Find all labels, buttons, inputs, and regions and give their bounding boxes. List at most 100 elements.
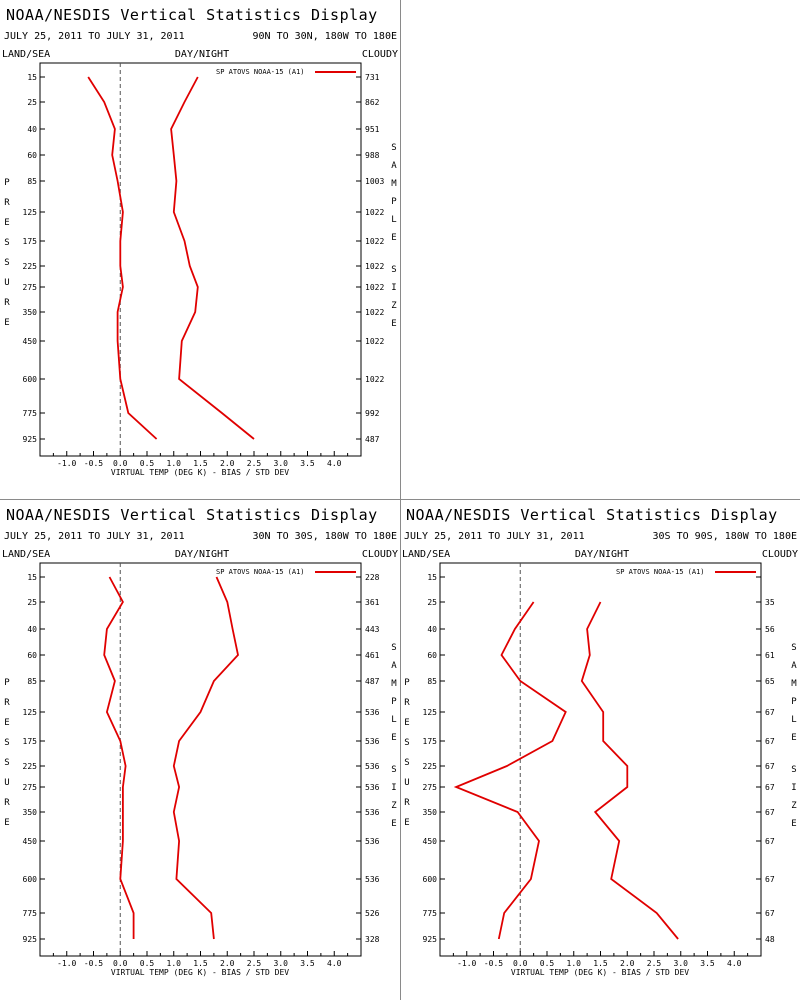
- legend-label: SP ATOVS NOAA-15 (A1): [216, 68, 305, 76]
- pressure-axis-letter: E: [4, 718, 9, 728]
- cloudy-label: CLOUDY: [362, 49, 398, 60]
- sample-size-label: 526: [365, 909, 380, 918]
- pressure-axis-letter: E: [404, 718, 409, 728]
- pressure-label: 225: [23, 262, 38, 271]
- x-tick-label: 0.0: [113, 459, 128, 468]
- x-tick-label: -0.5: [84, 959, 103, 968]
- pressure-label: 60: [27, 151, 37, 160]
- x-tick-label: 4.0: [327, 959, 342, 968]
- pressure-label: 15: [427, 573, 437, 582]
- pressure-label: 925: [23, 435, 38, 444]
- sample-size-label: 67: [765, 708, 775, 717]
- sample-size-label: 1022: [365, 262, 384, 271]
- sample-size-label: 1022: [365, 283, 384, 292]
- sample-axis-letter: S: [391, 765, 396, 775]
- pressure-axis-letter: P: [404, 678, 410, 688]
- pressure-axis-letter: E: [4, 218, 9, 228]
- x-tick-label: 0.5: [140, 459, 155, 468]
- sample-axis-letter: I: [391, 783, 396, 793]
- sample-axis-letter: L: [391, 215, 396, 225]
- pressure-label: 350: [23, 308, 38, 317]
- sample-axis-letter: I: [791, 783, 796, 793]
- pressure-axis-letter: R: [404, 698, 410, 708]
- pressure-axis-letter: S: [4, 758, 9, 768]
- date-range: JULY 25, 2011 TO JULY 31, 2011: [4, 531, 185, 542]
- sample-size-label: 228: [365, 573, 380, 582]
- sample-axis-letter: S: [391, 643, 396, 653]
- pressure-axis-letter: S: [4, 738, 9, 748]
- x-axis-label: VIRTUAL TEMP (DEG K) - BIAS / STD DEV: [111, 968, 289, 977]
- sample-size-label: 1003: [365, 177, 384, 186]
- pressure-label: 125: [23, 708, 38, 717]
- x-tick-label: -0.5: [84, 459, 103, 468]
- pressure-label: 40: [427, 625, 437, 634]
- land-sea-label: LAND/SEA: [2, 549, 50, 560]
- sample-size-label: 1022: [365, 375, 384, 384]
- sample-size-label: 536: [365, 708, 380, 717]
- pressure-label: 775: [23, 409, 38, 418]
- x-tick-label: -1.0: [457, 959, 476, 968]
- pressure-label: 350: [423, 808, 438, 817]
- land-sea-label: LAND/SEA: [402, 549, 450, 560]
- sample-size-label: 862: [365, 98, 380, 107]
- x-tick-label: -1.0: [57, 459, 76, 468]
- sample-size-label: 61: [765, 651, 775, 660]
- legend-label: SP ATOVS NOAA-15 (A1): [616, 568, 705, 576]
- pressure-axis-letter: E: [4, 818, 9, 828]
- pressure-label: 175: [23, 237, 38, 246]
- pressure-axis-letter: P: [4, 678, 10, 688]
- std_dev-line: [172, 576, 239, 940]
- sample-axis-letter: P: [391, 697, 397, 707]
- x-tick-label: 0.0: [513, 959, 528, 968]
- pressure-label: 225: [23, 762, 38, 771]
- x-tick-label: 2.0: [220, 459, 235, 468]
- sample-axis-letter: Z: [391, 801, 397, 811]
- pressure-label: 925: [423, 935, 438, 944]
- sample-size-label: 67: [765, 875, 775, 884]
- cloudy-label: CLOUDY: [762, 549, 798, 560]
- sample-axis-letter: L: [791, 715, 796, 725]
- x-tick-label: 1.5: [193, 959, 208, 968]
- sample-axis-letter: M: [391, 679, 397, 689]
- pressure-label: 275: [23, 283, 38, 292]
- sample-size-label: 1022: [365, 237, 384, 246]
- sample-size-label: 731: [365, 73, 380, 82]
- bias-line: [453, 601, 567, 940]
- pressure-label: 25: [427, 598, 437, 607]
- pressure-label: 40: [27, 625, 37, 634]
- vertical-stats-chart: NOAA/NESDIS Vertical Statistics Display J…: [402, 506, 798, 977]
- pressure-label: 600: [423, 875, 438, 884]
- sample-size-label: 328: [365, 935, 380, 944]
- chart-title: NOAA/NESDIS Vertical Statistics Display: [6, 6, 378, 24]
- sample-axis-letter: P: [791, 697, 797, 707]
- pressure-label: 85: [27, 177, 37, 186]
- sample-size-label: 361: [365, 598, 380, 607]
- x-tick-label: 1.5: [193, 459, 208, 468]
- pressure-label: 40: [27, 125, 37, 134]
- sample-axis-letter: E: [391, 319, 396, 329]
- x-axis-label: VIRTUAL TEMP (DEG K) - BIAS / STD DEV: [111, 468, 289, 477]
- sample-size-label: 461: [365, 651, 380, 660]
- x-tick-label: 4.0: [327, 459, 342, 468]
- x-tick-label: 3.0: [674, 959, 689, 968]
- pressure-axis-letter: R: [4, 298, 10, 308]
- pressure-label: 450: [23, 337, 38, 346]
- region-label: 30N TO 30S, 180W TO 180E: [253, 531, 398, 542]
- vertical-stats-chart: NOAA/NESDIS Vertical Statistics Display J…: [2, 6, 398, 477]
- sample-size-label: 536: [365, 762, 380, 771]
- sample-axis-letter: M: [391, 179, 397, 189]
- region-label: 30S TO 90S, 180W TO 180E: [653, 531, 798, 542]
- sample-size-label: 65: [765, 677, 775, 686]
- x-tick-label: 2.5: [247, 459, 262, 468]
- pressure-axis-letter: E: [4, 318, 9, 328]
- pressure-label: 450: [423, 837, 438, 846]
- pressure-label: 125: [423, 708, 438, 717]
- sample-size-label: 35: [765, 598, 775, 607]
- x-tick-label: 2.5: [647, 959, 662, 968]
- bias-line: [103, 576, 135, 939]
- sample-size-label: 67: [765, 909, 775, 918]
- x-tick-label: 2.5: [247, 959, 262, 968]
- x-tick-label: 2.0: [220, 959, 235, 968]
- pressure-label: 15: [27, 573, 37, 582]
- x-tick-label: 3.0: [274, 959, 289, 968]
